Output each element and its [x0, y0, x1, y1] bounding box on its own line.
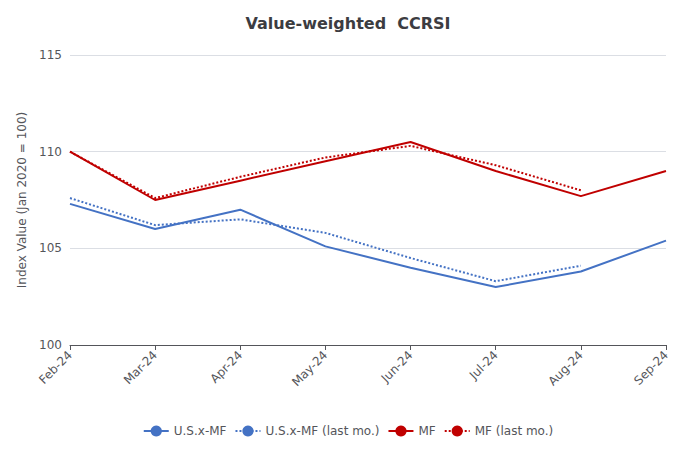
- svg-text:100: 100: [39, 338, 62, 352]
- svg-text:Value-weighted CCRSI: Value-weighted CCRSI: [245, 14, 450, 33]
- svg-text:Jun-24: Jun-24: [378, 348, 416, 386]
- svg-text:Apr-24: Apr-24: [207, 348, 245, 386]
- svg-text:MF: MF: [418, 424, 435, 438]
- svg-text:Aug-24: Aug-24: [546, 348, 586, 388]
- svg-text:Jul-24: Jul-24: [466, 348, 501, 383]
- svg-text:Sep-24: Sep-24: [631, 348, 671, 388]
- svg-text:U.S.x-MF (last mo.): U.S.x-MF (last mo.): [265, 424, 379, 438]
- svg-text:Mar-24: Mar-24: [121, 348, 160, 387]
- svg-text:Index Value (Jan 2020 = 100): Index Value (Jan 2020 = 100): [15, 112, 29, 288]
- svg-text:May-24: May-24: [289, 348, 330, 389]
- svg-text:Feb-24: Feb-24: [36, 348, 75, 387]
- svg-text:U.S.x-MF: U.S.x-MF: [174, 424, 227, 438]
- svg-text:110: 110: [39, 145, 62, 159]
- svg-text:115: 115: [39, 48, 62, 62]
- svg-text:MF (last mo.): MF (last mo.): [475, 424, 554, 438]
- svg-text:105: 105: [39, 241, 62, 255]
